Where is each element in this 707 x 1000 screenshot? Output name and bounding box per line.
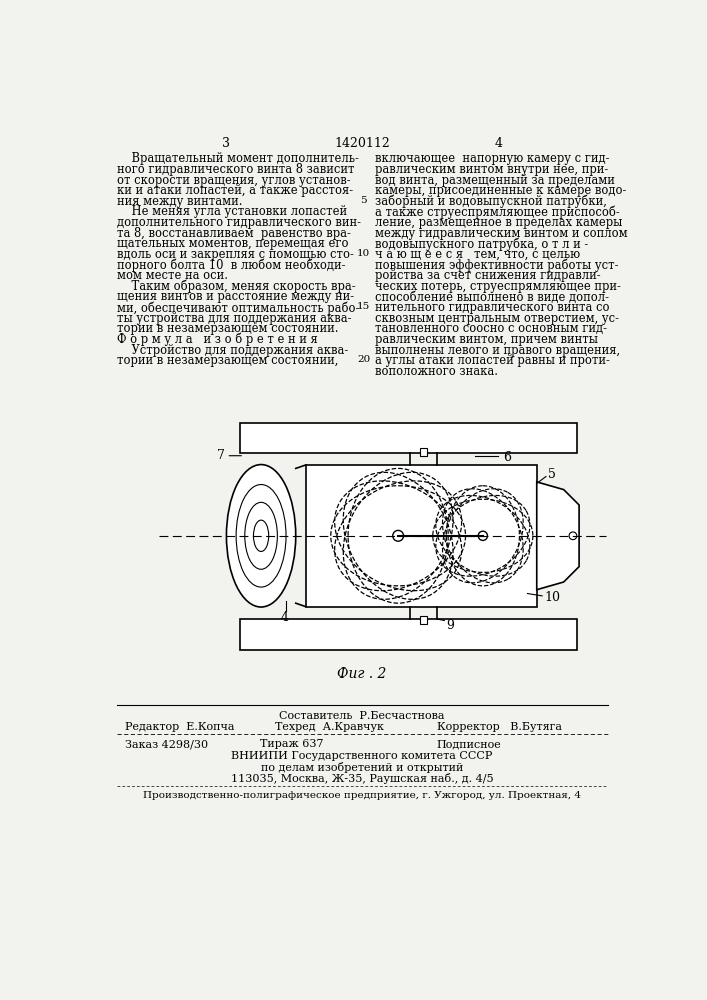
Bar bbox=[420, 448, 428, 456]
Text: порного болта 10  в любом необходи-: порного болта 10 в любом необходи- bbox=[117, 259, 346, 272]
Text: Редактор  Е.Копча: Редактор Е.Копча bbox=[125, 722, 234, 732]
Text: Составитель  Р.Бесчастнова: Составитель Р.Бесчастнова bbox=[279, 711, 445, 721]
Text: а углы атаки лопастей равны и проти-: а углы атаки лопастей равны и проти- bbox=[375, 354, 610, 367]
Text: нительного гидравлического винта со: нительного гидравлического винта со bbox=[375, 301, 609, 314]
Text: 10: 10 bbox=[357, 249, 370, 258]
Text: камеры, присоединенные к камере водо-: камеры, присоединенные к камере водо- bbox=[375, 184, 626, 197]
Text: щательных моментов, перемещая его: щательных моментов, перемещая его bbox=[117, 237, 349, 250]
Bar bbox=[240, 423, 577, 453]
Text: 7: 7 bbox=[217, 449, 225, 462]
Text: воположного знака.: воположного знака. bbox=[375, 365, 498, 378]
Text: Производственно-полиграфическое предприятие, г. Ужгород, ул. Проектная, 4: Производственно-полиграфическое предприя… bbox=[143, 791, 581, 800]
Text: повышения эффективности работы уст-: повышения эффективности работы уст- bbox=[375, 259, 619, 272]
Text: Подписное: Подписное bbox=[437, 739, 501, 749]
Text: вдоль оси и закрепляя с помощью сто-: вдоль оси и закрепляя с помощью сто- bbox=[117, 248, 354, 261]
Text: Тираж 637: Тираж 637 bbox=[259, 739, 323, 749]
Text: а также струеспрямляющее приспособ-: а также струеспрямляющее приспособ- bbox=[375, 205, 620, 219]
Text: вод винта, размещенный за пределами: вод винта, размещенный за пределами bbox=[375, 174, 615, 187]
Text: по делам изобретений и открытий: по делам изобретений и открытий bbox=[261, 762, 463, 773]
Text: выполнены левого и правого вращения,: выполнены левого и правого вращения, bbox=[375, 344, 620, 357]
Bar bbox=[240, 619, 577, 650]
Text: мом месте на оси.: мом месте на оси. bbox=[117, 269, 228, 282]
Text: 15: 15 bbox=[357, 302, 370, 311]
Ellipse shape bbox=[569, 532, 577, 540]
Text: Ф о р м у л а   и з о б р е т е н и я: Ф о р м у л а и з о б р е т е н и я bbox=[117, 333, 318, 346]
Ellipse shape bbox=[226, 465, 296, 607]
Bar bbox=[420, 616, 428, 624]
Text: 20: 20 bbox=[357, 355, 370, 364]
Text: тории в незамерзающем состоянии.: тории в незамерзающем состоянии. bbox=[117, 322, 339, 335]
Text: ния между винтами.: ния между винтами. bbox=[117, 195, 243, 208]
Text: 5: 5 bbox=[360, 196, 367, 205]
Text: от скорости вращения, углов установ-: от скорости вращения, углов установ- bbox=[117, 174, 351, 187]
Polygon shape bbox=[537, 482, 579, 590]
Text: 5: 5 bbox=[549, 468, 556, 481]
Text: 113035, Москва, Ж-35, Раушская наб., д. 4/5: 113035, Москва, Ж-35, Раушская наб., д. … bbox=[230, 773, 493, 784]
Text: сквозным центральным отверстием, ус-: сквозным центральным отверстием, ус- bbox=[375, 312, 619, 325]
Text: равлическим винтом, причем винты: равлическим винтом, причем винты bbox=[375, 333, 598, 346]
Text: Таким образом, меняя скорость вра-: Таким образом, меняя скорость вра- bbox=[117, 280, 356, 293]
Text: тории в незамерзающем состоянии,: тории в незамерзающем состоянии, bbox=[117, 354, 339, 367]
Text: 3: 3 bbox=[223, 137, 230, 150]
Text: ки и атаки лопастей, а также расстоя-: ки и атаки лопастей, а также расстоя- bbox=[117, 184, 354, 197]
Text: 1420112: 1420112 bbox=[334, 137, 390, 150]
Text: 4: 4 bbox=[494, 137, 502, 150]
Ellipse shape bbox=[393, 530, 404, 541]
Text: дополнительного гидравлического вин-: дополнительного гидравлического вин- bbox=[117, 216, 361, 229]
Text: ление, размещенное в пределах камеры: ление, размещенное в пределах камеры bbox=[375, 216, 622, 229]
Text: 9: 9 bbox=[446, 619, 454, 632]
Text: ВНИИПИ Государственного комитета СССР: ВНИИПИ Государственного комитета СССР bbox=[231, 751, 493, 761]
Bar bbox=[305, 465, 537, 607]
Text: Корректор   В.Бутяга: Корректор В.Бутяга bbox=[437, 722, 561, 732]
Text: включающее  напорную камеру с гид-: включающее напорную камеру с гид- bbox=[375, 152, 609, 165]
Text: ческих потерь, струеспрямляющее при-: ческих потерь, струеспрямляющее при- bbox=[375, 280, 621, 293]
Ellipse shape bbox=[478, 531, 487, 540]
Text: ми, обеспечивают оптимальность рабо-: ми, обеспечивают оптимальность рабо- bbox=[117, 301, 359, 315]
Text: ного гидравлического винта 8 зависит: ного гидравлического винта 8 зависит bbox=[117, 163, 355, 176]
Text: водовыпускного патрубка, о т л и -: водовыпускного патрубка, о т л и - bbox=[375, 237, 588, 251]
Text: ройства за счет снижения гидравли-: ройства за счет снижения гидравли- bbox=[375, 269, 601, 282]
Text: равлическим винтом внутри нее, при-: равлическим винтом внутри нее, при- bbox=[375, 163, 608, 176]
Text: заборный и водовыпускной патрубки,: заборный и водовыпускной патрубки, bbox=[375, 195, 607, 208]
Text: ч а ю щ е е с я   тем, что, с целью: ч а ю щ е е с я тем, что, с целью bbox=[375, 248, 580, 261]
Text: 4: 4 bbox=[281, 611, 289, 624]
Text: Фиг . 2: Фиг . 2 bbox=[337, 667, 387, 681]
Text: способление выполнено в виде допол-: способление выполнено в виде допол- bbox=[375, 290, 609, 303]
Text: Заказ 4298/30: Заказ 4298/30 bbox=[125, 739, 208, 749]
Text: Устройство для поддержания аква-: Устройство для поддержания аква- bbox=[117, 344, 349, 357]
Text: щения винтов и расстояние между ни-: щения винтов и расстояние между ни- bbox=[117, 290, 354, 303]
Text: 6: 6 bbox=[503, 451, 511, 464]
Text: Не меняя угла установки лопастей: Не меняя угла установки лопастей bbox=[117, 205, 347, 218]
Text: ты устройства для поддержания аква-: ты устройства для поддержания аква- bbox=[117, 312, 351, 325]
Text: тановленного соосно с основным гид-: тановленного соосно с основным гид- bbox=[375, 322, 607, 335]
Text: между гидравлическим винтом и соплом: между гидравлическим винтом и соплом bbox=[375, 227, 628, 240]
Text: Техред  А.Кравчук: Техред А.Кравчук bbox=[275, 722, 384, 732]
Text: 10: 10 bbox=[544, 591, 561, 604]
Text: та 8, восстанавливаем  равенство вра-: та 8, восстанавливаем равенство вра- bbox=[117, 227, 351, 240]
Text: Вращательный момент дополнитель-: Вращательный момент дополнитель- bbox=[117, 152, 359, 165]
